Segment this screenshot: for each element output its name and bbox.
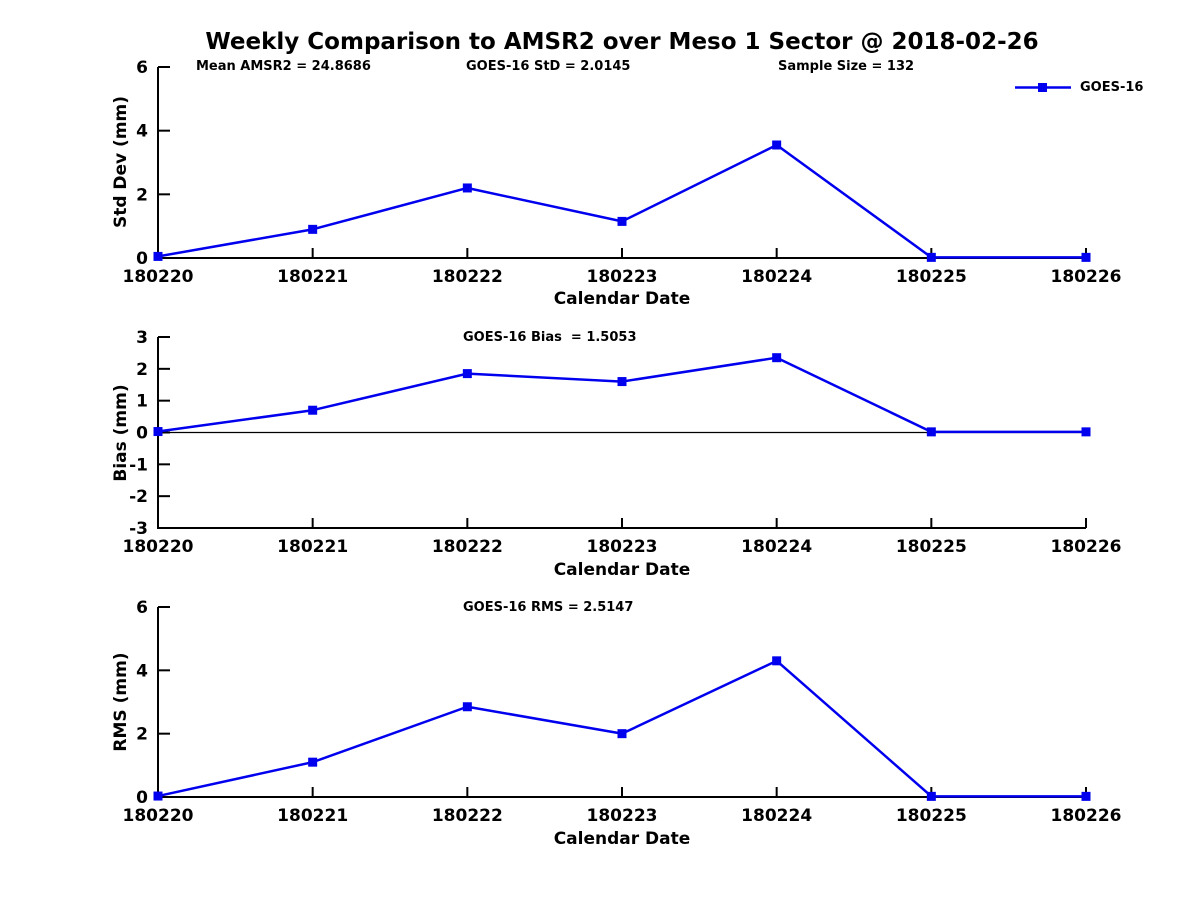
figure-title: Weekly Comparison to AMSR2 over Meso 1 S… bbox=[205, 29, 1039, 55]
x-tick-label: 180221 bbox=[277, 267, 348, 287]
data-point-marker bbox=[772, 140, 782, 150]
data-point-marker bbox=[308, 405, 318, 415]
xlabel-std-dev: Calendar Date bbox=[553, 289, 691, 309]
x-tick-label: 180226 bbox=[1051, 537, 1122, 557]
x-tick-label: 180225 bbox=[896, 806, 967, 826]
data-point-marker bbox=[153, 251, 163, 261]
data-point-marker bbox=[153, 427, 163, 437]
x-tick-label: 180223 bbox=[587, 537, 658, 557]
x-tick-label: 180223 bbox=[587, 806, 658, 826]
data-point-marker bbox=[617, 729, 627, 739]
x-tick-label: 180220 bbox=[123, 537, 194, 557]
x-tick-label: 180224 bbox=[741, 537, 812, 557]
data-point-marker bbox=[926, 427, 936, 437]
x-tick-label: 180222 bbox=[432, 537, 503, 557]
y-tick-label: 0 bbox=[136, 788, 148, 808]
x-tick-label: 180222 bbox=[432, 806, 503, 826]
stat-mean-amsr2: Mean AMSR2 = 24.8686 bbox=[196, 59, 371, 74]
stat-sample-size: Sample Size = 132 bbox=[778, 59, 915, 74]
y-tick-label: 0 bbox=[136, 249, 148, 269]
y-tick-label: -2 bbox=[129, 487, 148, 507]
data-point-marker bbox=[1081, 252, 1091, 262]
xlabel-bias: Calendar Date bbox=[553, 560, 691, 580]
chart-rms: 0 2 4 6 180220 180221 180222 180223 180224 180225… bbox=[123, 598, 1122, 826]
y-tick-label: 2 bbox=[136, 725, 148, 745]
legend: GOES-16 bbox=[1014, 80, 1143, 95]
x-tick-label: 180223 bbox=[587, 267, 658, 287]
x-tick-label: 180221 bbox=[277, 806, 348, 826]
data-point-marker bbox=[153, 791, 163, 801]
y-tick-label: 4 bbox=[136, 661, 148, 681]
chart-bias: -3 -2 -1 0 1 2 3 180220 180221 180222 180223 180224… bbox=[123, 328, 1122, 557]
y-tick-label: 0 bbox=[136, 424, 148, 444]
data-point-marker bbox=[617, 377, 627, 387]
x-tick-label: 180225 bbox=[896, 267, 967, 287]
bias-chart-subtitle: GOES-16 Bias = 1.5053 bbox=[463, 330, 637, 345]
stat-goes16-std: GOES-16 StD = 2.0145 bbox=[466, 59, 631, 74]
x-tick-label: 180224 bbox=[741, 267, 812, 287]
data-point-marker bbox=[772, 656, 782, 666]
x-tick-label: 180225 bbox=[896, 537, 967, 557]
data-point-marker bbox=[926, 791, 936, 801]
data-point-marker bbox=[308, 224, 318, 234]
xlabel-rms: Calendar Date bbox=[553, 829, 691, 849]
series-line-goes-16 bbox=[157, 659, 1086, 798]
data-point-marker bbox=[926, 252, 936, 262]
x-tick-label: 180226 bbox=[1051, 267, 1122, 287]
y-tick-label: 1 bbox=[136, 392, 148, 412]
x-tick-label: 180224 bbox=[741, 806, 812, 826]
series-line-goes-16 bbox=[157, 143, 1086, 259]
x-tick-label: 180226 bbox=[1051, 806, 1122, 826]
y-tick-label: 2 bbox=[136, 360, 148, 380]
data-point-marker bbox=[462, 369, 472, 379]
data-point-marker bbox=[1081, 427, 1091, 437]
y-tick-label: 6 bbox=[136, 598, 148, 618]
series-line-goes-16 bbox=[157, 356, 1086, 434]
y-tick-label: -3 bbox=[129, 519, 148, 539]
rms-chart-subtitle: GOES-16 RMS = 2.5147 bbox=[463, 600, 634, 615]
legend-line-icon bbox=[1015, 83, 1071, 92]
data-point-marker bbox=[617, 216, 627, 226]
data-point-marker bbox=[462, 183, 472, 193]
data-point-marker bbox=[462, 702, 472, 712]
data-point-marker bbox=[1081, 791, 1091, 801]
y-tick-label: 6 bbox=[136, 58, 148, 78]
x-tick-label: 180220 bbox=[123, 806, 194, 826]
data-point-marker bbox=[772, 353, 782, 363]
x-tick-label: 180222 bbox=[432, 267, 503, 287]
data-point-marker bbox=[308, 757, 318, 767]
legend-label: GOES-16 bbox=[1080, 80, 1144, 95]
y-tick-label: 3 bbox=[136, 328, 148, 348]
y-tick-label: -1 bbox=[129, 455, 148, 475]
x-tick-label: 180221 bbox=[277, 537, 348, 557]
y-tick-label: 2 bbox=[136, 185, 148, 205]
x-tick-label: 180220 bbox=[123, 267, 194, 287]
y-tick-label: 4 bbox=[136, 122, 148, 142]
chart-std-dev: 0 2 4 6 180220 180221 180222 180223 180224 180225… bbox=[123, 58, 1122, 287]
